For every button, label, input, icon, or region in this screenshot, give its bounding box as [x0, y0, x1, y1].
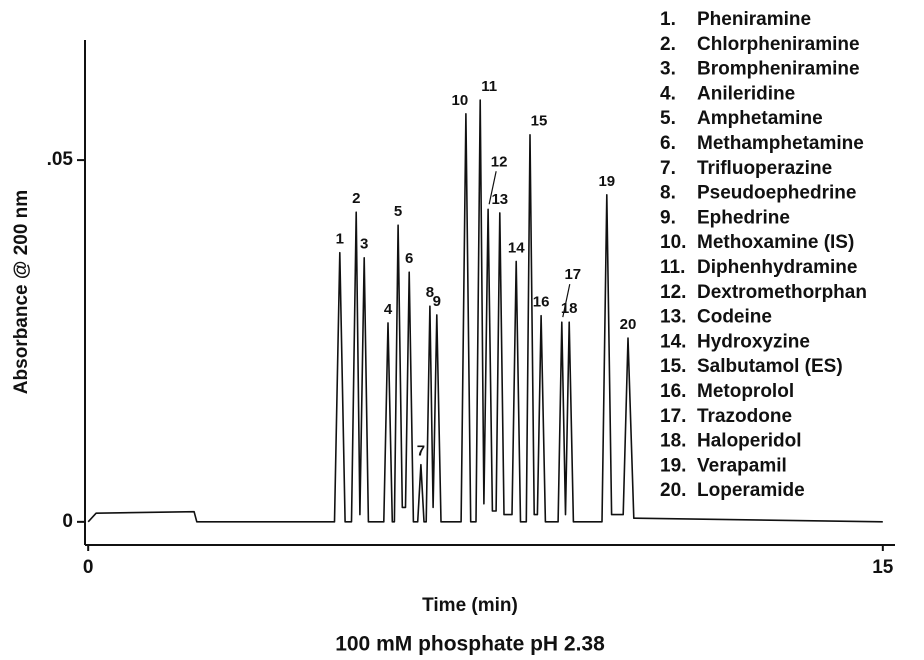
legend-name: Brompheniramine [697, 59, 860, 80]
peak-label: 10 [452, 92, 469, 109]
peak-label: 4 [384, 301, 393, 318]
legend-number: 20. [660, 480, 686, 501]
legend-name: Ephedrine [697, 207, 790, 228]
peak-label: 5 [394, 203, 402, 220]
y-tick-label: 0 [62, 511, 73, 532]
legend-name: Dextromethorphan [697, 282, 867, 303]
peak-label: 20 [620, 316, 637, 333]
peak-label: 6 [405, 250, 413, 267]
trace [87, 99, 883, 523]
legend-number: 6. [660, 133, 676, 154]
peak-label: 15 [531, 113, 548, 130]
peak-label: 3 [360, 236, 368, 253]
legend-name: Haloperidol [697, 431, 802, 452]
legend-name: Verapamil [697, 455, 787, 476]
legend-name: Anileridine [697, 83, 795, 104]
x-tick-label: 0 [83, 557, 94, 578]
peak-label: 9 [433, 293, 441, 310]
legend-name: Methoxamine (IS) [697, 232, 854, 253]
legend-number: 17. [660, 406, 686, 427]
peak-label: 2 [352, 190, 360, 207]
legend-name: Loperamide [697, 480, 805, 501]
y-tick-label: .05 [47, 149, 74, 170]
peak-label: 19 [598, 173, 615, 190]
legend-name: Pheniramine [697, 9, 811, 30]
legend-number: 19. [660, 455, 686, 476]
legend-number: 2. [660, 34, 676, 55]
legend-name: Amphetamine [697, 108, 823, 129]
y-axis-title: Absorbance @ 200 nm [11, 190, 32, 394]
x-axis-title: Time (min) [422, 595, 518, 616]
x-tick-label: 15 [872, 557, 894, 578]
peak-label: 18 [561, 300, 578, 317]
legend-number: 4. [660, 83, 676, 104]
legend-name: Diphenhydramine [697, 257, 857, 278]
leader-line [562, 284, 571, 318]
legend-name: Codeine [697, 307, 772, 328]
peak-label: 13 [491, 191, 508, 208]
legend-number: 14. [660, 331, 686, 352]
legend-name: Salbutamol (ES) [697, 356, 843, 377]
legend-name: Trazodone [697, 406, 792, 427]
peak-label: 17 [564, 266, 581, 283]
peak-label: 12 [491, 153, 508, 170]
legend-number: 18. [660, 431, 686, 452]
legend-number: 15. [660, 356, 686, 377]
peak-label: 11 [481, 78, 497, 95]
leader-line [488, 171, 497, 205]
peak-label: 7 [417, 443, 425, 460]
legend-number: 3. [660, 59, 676, 80]
peak-label: 14 [508, 239, 525, 256]
legend-number: 1. [660, 9, 676, 30]
peak-label: 1 [336, 231, 344, 248]
legend-name: Trifluoperazine [697, 158, 832, 179]
peak-label: 8 [426, 284, 434, 301]
legend-number: 9. [660, 207, 676, 228]
legend-number: 10. [660, 232, 686, 253]
legend-name: Pseudoephedrine [697, 183, 856, 204]
legend-number: 13. [660, 307, 686, 328]
legend-number: 7. [660, 158, 676, 179]
legend-number: 16. [660, 381, 686, 402]
peak-label: 16 [533, 294, 550, 311]
legend-number: 12. [660, 282, 686, 303]
legend-name: Metoprolol [697, 381, 794, 402]
legend-number: 5. [660, 108, 676, 129]
legend-name: Hydroxyzine [697, 331, 810, 352]
chart-subtitle: 100 mM phosphate pH 2.38 [335, 633, 605, 656]
legend-number: 8. [660, 183, 676, 204]
legend-name: Chlorpheniramine [697, 34, 860, 55]
legend-name: Methamphetamine [697, 133, 864, 154]
legend-number: 11. [660, 257, 685, 278]
